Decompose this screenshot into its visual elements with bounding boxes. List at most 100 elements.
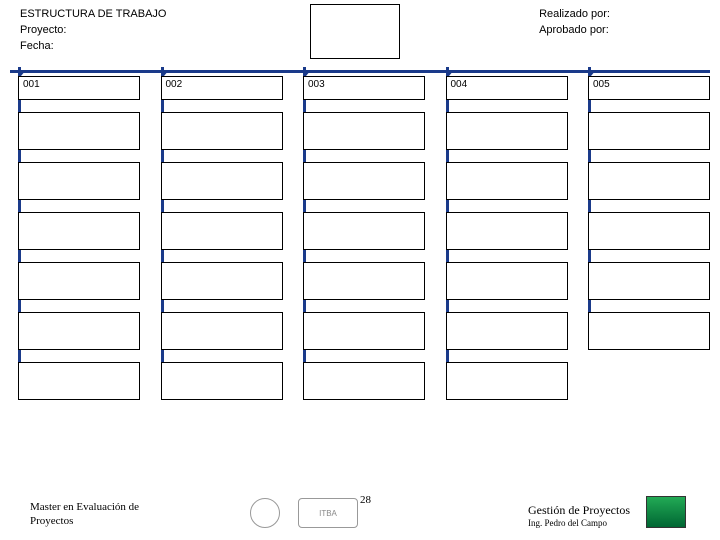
wbs-box [161, 212, 283, 250]
wbs-level2-node [295, 212, 425, 250]
wbs-level2-node [438, 312, 568, 350]
wbs-level2-node [10, 262, 140, 300]
footer-left-line1: Master en Evaluación de [30, 500, 139, 514]
wbs-box [303, 312, 425, 350]
wbs-box [303, 212, 425, 250]
wbs-box [303, 112, 425, 150]
wbs-horizontal-connector [10, 70, 710, 73]
wbs-box [588, 312, 710, 350]
wbs-level2-node [10, 312, 140, 350]
wbs-code: 005 [593, 79, 610, 90]
wbs-level2-node [10, 162, 140, 200]
wbs-box [161, 362, 283, 400]
wbs-column: 004 [438, 76, 568, 480]
wbs-level2-node [153, 362, 283, 400]
wbs-box [446, 362, 568, 400]
wbs-box [18, 312, 140, 350]
footer: Master en Evaluación de Proyectos 28 ITB… [0, 490, 720, 534]
logo-book-icon [646, 496, 686, 528]
wbs-box [446, 212, 568, 250]
footer-left-line2: Proyectos [30, 514, 139, 528]
approved-by-label: Aprobado por: [539, 22, 610, 38]
wbs-box: 004 [446, 76, 568, 100]
wbs-level2-node [438, 112, 568, 150]
wbs-box [18, 212, 140, 250]
footer-instructor: Ing. Pedro del Campo [528, 518, 630, 528]
wbs-level2-node [295, 312, 425, 350]
wbs-level2-node [438, 162, 568, 200]
wbs-box: 002 [161, 76, 283, 100]
wbs-columns: 001 002 003 004 005 [10, 76, 710, 480]
wbs-level2-node [580, 112, 710, 150]
wbs-box [161, 262, 283, 300]
wbs-box: 005 [588, 76, 710, 100]
wbs-level2-node [153, 112, 283, 150]
wbs-level1-node: 003 [295, 76, 425, 100]
wbs-level2-node [295, 362, 425, 400]
header-right: Realizado por: Aprobado por: [539, 6, 610, 38]
header-left: ESTRUCTURA DE TRABAJO Proyecto: Fecha: [20, 6, 167, 54]
wbs-box [446, 262, 568, 300]
wbs-box [588, 262, 710, 300]
wbs-level2-node [580, 212, 710, 250]
wbs-box [446, 162, 568, 200]
wbs-box [303, 162, 425, 200]
footer-left: Master en Evaluación de Proyectos [30, 500, 139, 528]
date-label: Fecha: [20, 38, 167, 54]
footer-right: Gestión de Proyectos Ing. Pedro del Camp… [528, 503, 630, 528]
wbs-column: 003 [295, 76, 425, 480]
wbs-box [18, 112, 140, 150]
wbs-box [18, 362, 140, 400]
wbs-box [18, 162, 140, 200]
wbs-box [446, 112, 568, 150]
wbs-box [588, 112, 710, 150]
wbs-level1-node: 005 [580, 76, 710, 100]
wbs-box [303, 262, 425, 300]
wbs-box [588, 162, 710, 200]
wbs-box: 001 [18, 76, 140, 100]
wbs-column: 001 [10, 76, 140, 480]
wbs-code: 004 [451, 79, 468, 90]
wbs-level2-node [153, 262, 283, 300]
wbs-box [303, 362, 425, 400]
wbs-column: 005 [580, 76, 710, 480]
wbs-level1-node: 004 [438, 76, 568, 100]
wbs-box [446, 312, 568, 350]
wbs-level2-node [438, 362, 568, 400]
wbs-box [161, 112, 283, 150]
wbs-level2-node [580, 162, 710, 200]
wbs-level2-node [580, 262, 710, 300]
wbs-box [161, 162, 283, 200]
wbs-level1-node: 002 [153, 76, 283, 100]
wbs-level2-node [295, 262, 425, 300]
wbs-level2-node [153, 212, 283, 250]
wbs-box: 003 [303, 76, 425, 100]
wbs-box [588, 212, 710, 250]
wbs-level2-node [438, 262, 568, 300]
logo-university-icon [250, 498, 280, 528]
wbs-level1-node: 001 [10, 76, 140, 100]
wbs-level2-node [153, 162, 283, 200]
slide: ESTRUCTURA DE TRABAJO Proyecto: Fecha: R… [0, 0, 720, 540]
realized-by-label: Realizado por: [539, 6, 610, 22]
footer-course-title: Gestión de Proyectos [528, 503, 630, 518]
page-number: 28 [360, 494, 371, 506]
wbs-level2-node [10, 112, 140, 150]
wbs-box [18, 262, 140, 300]
wbs-code: 002 [166, 79, 183, 90]
wbs-level2-node [10, 212, 140, 250]
wbs-box [161, 312, 283, 350]
wbs-code: 001 [23, 79, 40, 90]
logo-itba-icon: ITBA [298, 498, 358, 528]
project-label: Proyecto: [20, 22, 167, 38]
wbs-level2-node [580, 312, 710, 350]
wbs-level2-node [295, 162, 425, 200]
wbs-code: 003 [308, 79, 325, 90]
wbs-level2-node [10, 362, 140, 400]
wbs-level2-node [438, 212, 568, 250]
footer-logos: ITBA [250, 498, 358, 528]
wbs-title: ESTRUCTURA DE TRABAJO [20, 6, 167, 22]
wbs-column: 002 [153, 76, 283, 480]
wbs-level2-node [295, 112, 425, 150]
wbs-level2-node [153, 312, 283, 350]
